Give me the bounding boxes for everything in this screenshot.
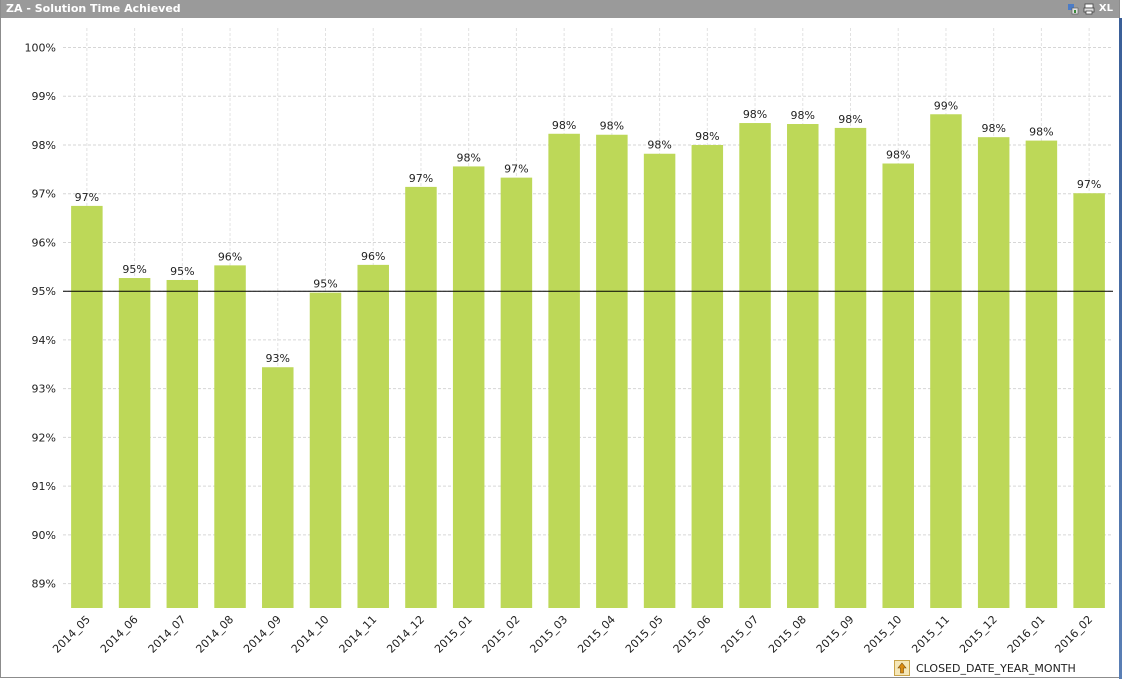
data-label: 95% bbox=[313, 278, 337, 291]
bar-2015_01[interactable] bbox=[452, 166, 485, 608]
bar-chart: 89% 90% 91% 92% 93% 94% 95% 96% 97% 98% 99% 100% 97… bbox=[25, 28, 1113, 656]
data-label: 97% bbox=[504, 163, 528, 176]
chart-type-icon[interactable] bbox=[1067, 3, 1079, 15]
data-label: 98% bbox=[456, 151, 480, 164]
dimension-control: CLOSED_DATE_YEAR_MONTH bbox=[894, 658, 1076, 678]
bar-2016_01[interactable] bbox=[1025, 140, 1058, 608]
bar-2015_07[interactable] bbox=[739, 123, 771, 608]
y-tick-label: 94% bbox=[32, 334, 56, 347]
x-tick-label: 2014_05 bbox=[50, 613, 93, 656]
bar-2014_11[interactable] bbox=[357, 264, 389, 608]
y-tick-label: 100% bbox=[25, 41, 56, 54]
x-tick-label: 2015_10 bbox=[862, 613, 905, 656]
y-tick-label: 92% bbox=[32, 431, 56, 444]
x-tick-label: 2016_01 bbox=[1005, 613, 1048, 656]
data-label: 98% bbox=[838, 113, 862, 126]
x-axis-label: CLOSED_DATE_YEAR_MONTH bbox=[916, 661, 1076, 675]
x-tick-label: 2015_03 bbox=[527, 613, 570, 656]
y-tick-label: 96% bbox=[32, 236, 56, 249]
chart-title: ZA - Solution Time Achieved bbox=[6, 2, 181, 15]
x-tick-label: 2014_10 bbox=[289, 613, 332, 656]
bar-2014_05[interactable] bbox=[71, 205, 103, 608]
x-tick-label: 2015_11 bbox=[909, 613, 952, 656]
bar-2015_06[interactable] bbox=[691, 144, 724, 608]
data-label: 98% bbox=[791, 109, 815, 122]
bar-2014_07[interactable] bbox=[166, 279, 199, 608]
x-tick-label: 2015_07 bbox=[718, 613, 761, 656]
y-tick-label: 97% bbox=[32, 188, 56, 201]
data-label: 98% bbox=[886, 148, 910, 161]
bar-2015_03[interactable] bbox=[548, 133, 580, 608]
arrow-up-icon bbox=[897, 662, 907, 674]
data-label: 93% bbox=[266, 352, 290, 365]
x-tick-label: 2014_12 bbox=[384, 613, 427, 656]
data-label: 95% bbox=[122, 263, 146, 276]
bar-2014_09[interactable] bbox=[262, 367, 294, 608]
y-tick-label: 95% bbox=[32, 285, 56, 298]
y-tick-label: 98% bbox=[32, 139, 56, 152]
data-label: 99% bbox=[934, 99, 958, 112]
data-label: 98% bbox=[981, 122, 1005, 135]
data-label: 98% bbox=[695, 130, 719, 143]
y-tick-label: 90% bbox=[32, 529, 56, 542]
x-tick-label: 2014_09 bbox=[241, 613, 284, 656]
data-label: 96% bbox=[218, 250, 242, 263]
x-tick-label: 2015_06 bbox=[671, 613, 714, 656]
bar-2015_12[interactable] bbox=[977, 137, 1010, 609]
data-labels: 97% 95% 95% 96% 93% 95% 96% 97% 98% 97% 98% 98% 98% 9… bbox=[75, 99, 1102, 365]
x-tick-label: 2015_02 bbox=[480, 613, 523, 656]
x-tick-label: 2014_11 bbox=[337, 613, 380, 656]
y-tick-label: 89% bbox=[32, 578, 56, 591]
data-label: 97% bbox=[409, 172, 433, 185]
x-tick-label: 2015_01 bbox=[432, 613, 475, 656]
data-label: 98% bbox=[743, 108, 767, 121]
data-label: 98% bbox=[552, 119, 576, 132]
x-tick-label: 2015_05 bbox=[623, 613, 666, 656]
x-tick-label: 2015_09 bbox=[814, 613, 857, 656]
print-icon[interactable] bbox=[1083, 3, 1095, 15]
data-label: 97% bbox=[1077, 178, 1101, 191]
bar-2015_10[interactable] bbox=[882, 163, 914, 609]
bar-2015_09[interactable] bbox=[834, 127, 867, 609]
x-tick-label: 2015_08 bbox=[766, 613, 809, 656]
bar-2014_10[interactable] bbox=[309, 292, 342, 608]
bar-2016_02[interactable] bbox=[1073, 193, 1105, 608]
bar-2015_02[interactable] bbox=[500, 177, 533, 608]
x-axis: 2014_05 2014_06 2014_07 2014_08 2014_09 2014_… bbox=[50, 613, 1095, 656]
y-tick-label: 99% bbox=[32, 90, 56, 103]
bar-2014_08[interactable] bbox=[214, 265, 246, 608]
export-excel-button[interactable]: XL bbox=[1098, 3, 1113, 14]
title-bar-tools: XL bbox=[1067, 2, 1113, 16]
x-tick-label: 2016_02 bbox=[1052, 613, 1095, 656]
y-tick-label: 91% bbox=[32, 480, 56, 493]
data-label: 98% bbox=[600, 120, 624, 133]
bar-2015_04[interactable] bbox=[596, 134, 628, 608]
data-label: 98% bbox=[1029, 126, 1053, 139]
title-bar[interactable]: ZA - Solution Time Achieved XL bbox=[1, 0, 1119, 18]
bar-2014_06[interactable] bbox=[118, 278, 151, 608]
data-label: 95% bbox=[170, 265, 194, 278]
bar-2015_11[interactable] bbox=[930, 114, 962, 608]
x-tick-label: 2014_08 bbox=[193, 613, 236, 656]
x-tick-label: 2015_04 bbox=[575, 613, 618, 656]
sort-icon[interactable] bbox=[894, 660, 910, 676]
y-axis: 89% 90% 91% 92% 93% 94% 95% 96% 97% 98% 99% 100% bbox=[25, 41, 56, 590]
data-label: 97% bbox=[75, 191, 99, 204]
data-label: 96% bbox=[361, 250, 385, 263]
bars bbox=[71, 114, 1105, 609]
bar-2015_08[interactable] bbox=[787, 124, 819, 608]
y-tick-label: 93% bbox=[32, 383, 56, 396]
bar-2015_05[interactable] bbox=[643, 153, 676, 608]
x-tick-label: 2015_12 bbox=[957, 613, 1000, 656]
window-edge bbox=[1119, 18, 1122, 679]
x-tick-label: 2014_06 bbox=[98, 613, 141, 656]
bar-2014_12[interactable] bbox=[405, 186, 437, 609]
x-tick-label: 2014_07 bbox=[146, 613, 189, 656]
data-label: 98% bbox=[647, 139, 671, 152]
